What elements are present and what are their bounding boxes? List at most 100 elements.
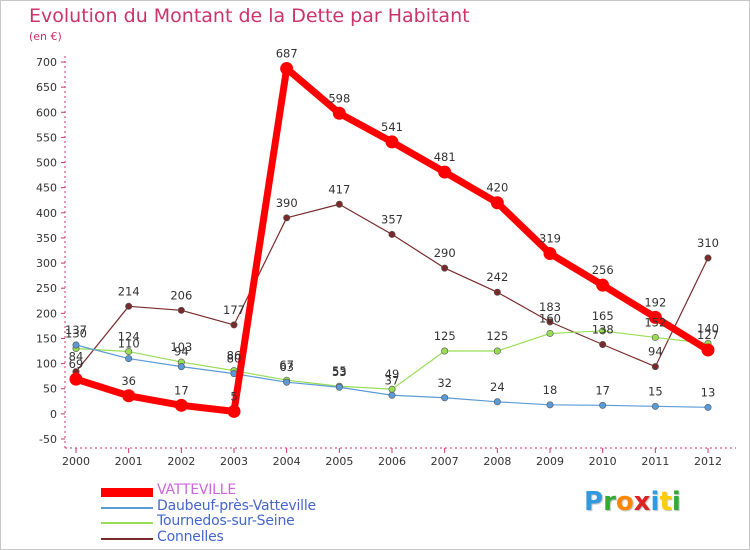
data-label: 94 [648, 345, 663, 359]
data-label: 357 [381, 212, 403, 226]
data-point [648, 310, 662, 324]
data-label: 103 [170, 340, 192, 354]
data-label: 36 [121, 374, 136, 388]
x-tick-label: 2009 [536, 455, 564, 468]
data-point [177, 306, 185, 314]
data-point [283, 378, 291, 386]
data-point [546, 401, 554, 409]
data-label: 94 [174, 345, 189, 359]
data-point [125, 355, 133, 363]
logo-letter: i [650, 487, 660, 517]
data-point [335, 200, 343, 208]
series-lines [69, 62, 715, 418]
data-label: 13 [701, 385, 716, 399]
legend-swatch [101, 488, 153, 497]
data-labels: 69 36 17 5 687 598 541 481 420 319 256 192 127 137 110… [65, 47, 719, 404]
data-label: 130 [65, 327, 87, 341]
y-axis-ticks: -50 0 50 100 150 200 250 300 350 400 450 500 550 600 6… [36, 56, 65, 446]
data-point [599, 401, 607, 409]
data-label: 5 [230, 389, 237, 403]
chart-axes [64, 56, 736, 453]
data-label: 80 [227, 352, 242, 366]
data-label: 152 [644, 315, 666, 329]
data-label: 417 [328, 182, 350, 196]
data-point [546, 329, 554, 337]
data-point [651, 402, 659, 410]
data-label: 37 [385, 373, 400, 387]
x-tick-label: 2001 [115, 455, 143, 468]
y-tick-label: 350 [36, 232, 57, 245]
data-label: 206 [170, 288, 192, 302]
data-label: 17 [595, 383, 610, 397]
data-point [125, 302, 133, 310]
data-label: 138 [592, 322, 614, 336]
x-tick-label: 2012 [694, 455, 722, 468]
data-label: 55 [332, 364, 347, 378]
y-tick-label: 250 [36, 282, 57, 295]
x-tick-label: 2004 [273, 455, 301, 468]
logo-letter: P [584, 487, 604, 517]
data-label: 17 [174, 383, 189, 397]
data-label: 687 [276, 47, 298, 61]
data-label: 390 [276, 196, 298, 210]
legend-swatch [101, 522, 153, 524]
y-tick-label: -50 [39, 433, 57, 446]
y-tick-label: 700 [36, 56, 57, 69]
logo-letter: r [603, 487, 616, 517]
data-label: 24 [490, 380, 505, 394]
data-label: 160 [539, 311, 561, 325]
proxiti-logo: Proxiti [584, 487, 681, 517]
chart-title: Evolution du Montant de la Dette par Hab… [29, 5, 470, 27]
y-tick-label: 200 [36, 307, 57, 320]
data-point [388, 230, 396, 238]
data-label: 15 [648, 384, 663, 398]
data-point [174, 398, 188, 412]
data-label: 84 [69, 350, 84, 364]
data-label: 69 [69, 357, 84, 371]
x-tick-label: 2006 [378, 455, 406, 468]
data-label: 310 [697, 236, 719, 250]
x-tick-label: 2011 [641, 455, 669, 468]
data-point [388, 391, 396, 399]
logo-letter: x [633, 487, 651, 517]
data-point [651, 333, 659, 341]
data-label: 86 [227, 349, 242, 363]
data-point [546, 318, 554, 326]
data-label: 53 [332, 365, 347, 379]
data-label: 192 [644, 295, 666, 309]
data-label: 63 [279, 360, 294, 374]
x-axis-ticks: 2000 2001 2002 2003 2004 2005 2006 2007 2008 2009… [62, 455, 722, 468]
data-label: 420 [486, 181, 508, 195]
data-point [441, 264, 449, 272]
data-label: 140 [697, 321, 719, 335]
data-label: 18 [543, 383, 558, 397]
y-tick-label: 450 [36, 182, 57, 195]
y-tick-label: 50 [43, 383, 57, 396]
y-tick-label: 0 [50, 408, 57, 421]
y-tick-label: 100 [36, 358, 57, 371]
data-point [651, 363, 659, 371]
data-point [177, 363, 185, 371]
x-tick-label: 2008 [483, 455, 511, 468]
data-point [441, 347, 449, 355]
line-chart: -50 0 50 100 150 200 250 300 350 400 450 500 550 600 6… [36, 47, 736, 468]
data-point [441, 394, 449, 402]
y-tick-label: 600 [36, 106, 57, 119]
data-point [335, 383, 343, 391]
chart-unit-label: (en €) [29, 30, 62, 43]
data-point [230, 321, 238, 329]
data-label: 125 [486, 329, 508, 343]
data-label: 183 [539, 300, 561, 314]
y-tick-label: 400 [36, 207, 57, 220]
legend-swatch [101, 537, 153, 540]
data-label: 177 [223, 303, 245, 317]
data-label: 481 [434, 150, 456, 164]
data-label: 598 [328, 91, 350, 105]
data-point [493, 288, 501, 296]
data-label: 214 [118, 284, 140, 298]
y-tick-label: 550 [36, 131, 57, 144]
x-tick-label: 2005 [325, 455, 353, 468]
data-point [599, 327, 607, 335]
data-point [125, 348, 133, 356]
